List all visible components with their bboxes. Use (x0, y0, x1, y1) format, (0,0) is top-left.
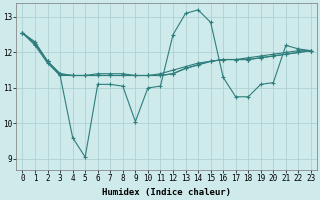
X-axis label: Humidex (Indice chaleur): Humidex (Indice chaleur) (102, 188, 231, 197)
